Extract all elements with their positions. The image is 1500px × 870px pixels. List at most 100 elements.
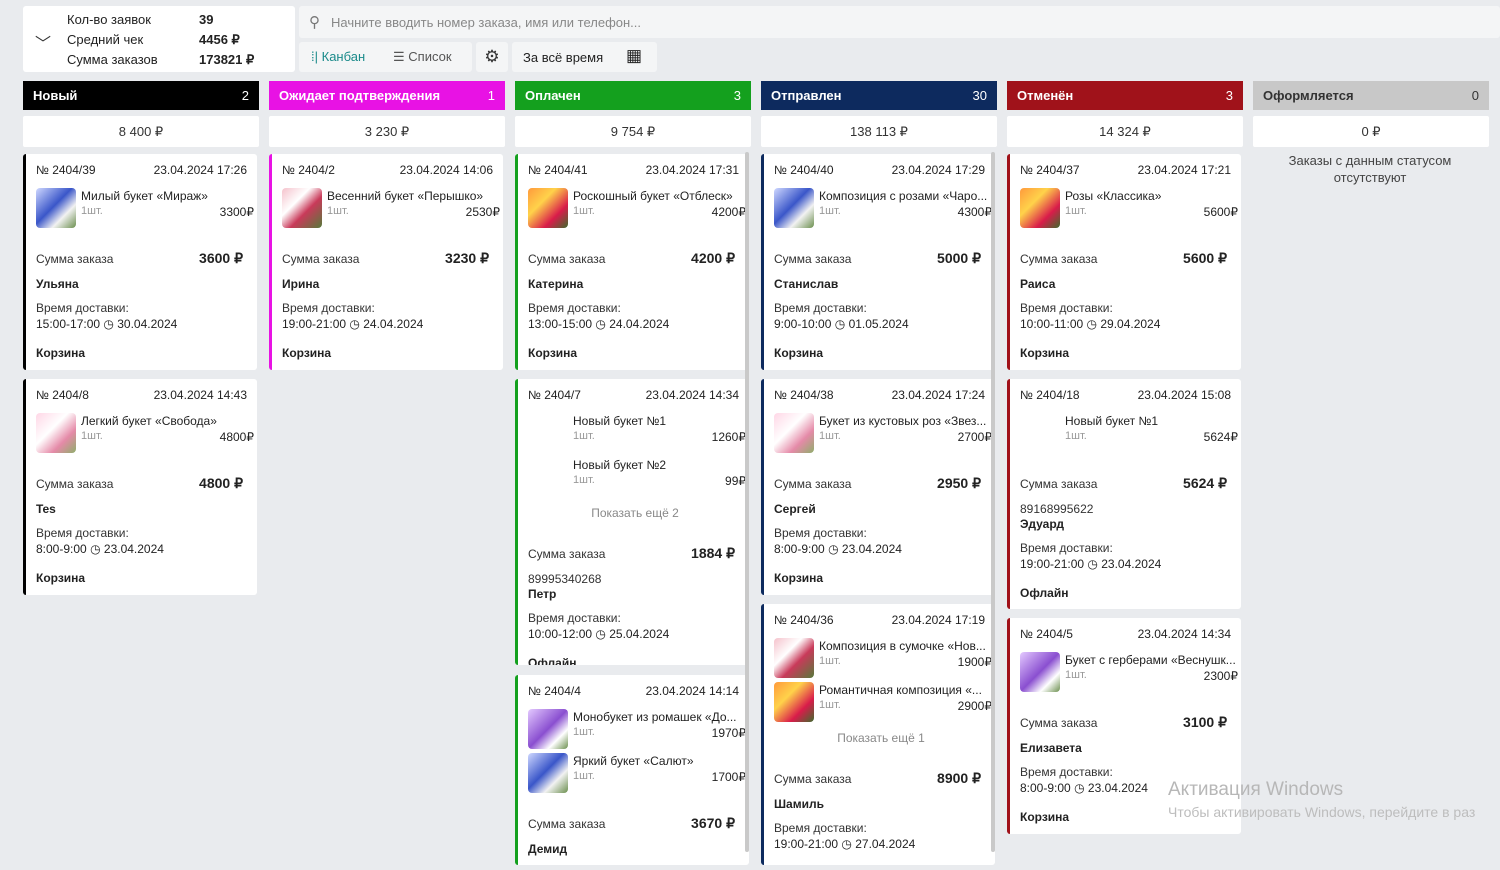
order-source: Корзина [528,346,578,360]
clock-icon: ◷ [841,837,852,851]
client-name: Раиса [1020,277,1056,291]
clock-icon: ◷ [828,542,839,556]
product-quantity: 1шт. [1065,205,1087,217]
product-thumbnail [528,188,568,228]
product-price: 4200₽ [711,205,746,219]
tab-kanban-label: Канбан [321,49,366,64]
product-name: Букет с герберами «Веснушк... [1065,653,1236,667]
product-quantity: 1шт. [573,430,595,442]
order-card[interactable]: № 2404/18 23.04.2024 15:08 Новый букет №1 1… [1007,379,1241,609]
order-card[interactable]: № 2404/4 23.04.2024 14:14 Монобукет из ром… [515,675,749,865]
client-name: Станислав [774,277,839,291]
order-card[interactable]: № 2404/2 23.04.2024 14:06 Весенний букет «… [269,154,503,370]
delivery-time: 8:00-9:00 ◷ 23.04.2024 [774,542,902,556]
delivery-time-range: 19:00-21:00 [774,837,839,851]
order-sum-label: Сумма заказа [36,477,114,491]
product-quantity: 1шт. [1065,430,1087,442]
product-thumbnail [1020,652,1060,692]
product-thumbnail [774,682,814,722]
order-sum-value: 8900 ₽ [937,770,981,786]
settings-button[interactable]: ⚙ [476,42,508,72]
product-thumbnail [282,188,322,228]
delivery-time: 9:00-10:00 ◷ 01.05.2024 [774,317,909,331]
show-more-link[interactable]: Показать ещё 1 [837,731,925,745]
order-sum-label: Сумма заказа [774,252,852,266]
column-header[interactable]: Отправлен 30 [761,81,997,110]
product-name: Новый букет №1 [1065,414,1159,428]
order-date: 23.04.2024 17:19 [891,613,985,627]
delivery-time-range: 8:00-9:00 [774,542,825,556]
order-sum-value: 3600 ₽ [199,250,243,266]
client-name: Ульяна [36,277,79,291]
delivery-time-range: 8:00-9:00 [36,542,87,556]
order-card[interactable]: № 2404/37 23.04.2024 17:21 Розы «Классика»… [1007,154,1241,370]
column-header[interactable]: Отменён 3 [1007,81,1243,110]
client-name: Шамиль [774,797,824,811]
delivery-label: Время доставки: [282,301,375,315]
order-item: Новый букет №2 1шт. 99₽ [528,457,746,497]
order-sum-label: Сумма заказа [528,252,606,266]
order-card[interactable]: № 2404/41 23.04.2024 17:31 Роскошный букет… [515,154,749,370]
delivery-date: 29.04.2024 [1100,317,1161,331]
order-card[interactable]: № 2404/38 23.04.2024 17:24 Букет из кустов… [761,379,995,595]
tab-list[interactable]: ☰ Список [393,49,452,65]
column-header[interactable]: Ожидает подтверждения 1 [269,81,505,110]
show-more-link[interactable]: Показать ещё 2 [591,506,679,520]
column-header[interactable]: Оформляется 0 [1253,81,1489,110]
search-input[interactable] [331,12,931,32]
column-header[interactable]: Новый 2 [23,81,259,110]
delivery-time: 10:00-11:00 ◷ 29.04.2024 [1020,317,1160,331]
product-thumbnail [528,709,568,749]
delivery-label: Время доставки: [36,526,129,540]
order-card[interactable]: № 2404/5 23.04.2024 14:34 Букет с герберам… [1007,618,1241,834]
product-thumbnail [36,188,76,228]
order-source: Корзина [36,571,86,585]
product-quantity: 1шт. [573,726,595,738]
order-date: 23.04.2024 17:24 [891,388,985,402]
product-quantity: 1шт. [81,205,103,217]
order-item: Розы «Классика» 1шт. 5600₽ [1020,188,1238,228]
order-card[interactable]: № 2404/40 23.04.2024 17:29 Композиция с ро… [761,154,995,370]
scrollbar-paid[interactable] [745,152,749,852]
tab-kanban[interactable]: ⁞| Канбан [311,49,365,64]
order-card[interactable]: № 2404/8 23.04.2024 14:43 Легкий букет «Св… [23,379,257,595]
product-name: Яркий букет «Салют» [573,754,694,768]
delivery-date: 23.04.2024 [1101,557,1162,571]
list-icon: ☰ [393,49,405,64]
column-header[interactable]: Оплачен 3 [515,81,751,110]
order-number: № 2404/36 [774,613,834,627]
search-bar: ⚲ [299,6,1500,38]
windows-activation-title: Активация Windows [1168,779,1344,800]
delivery-label: Время доставки: [528,611,621,625]
orders-count-value: 39 [199,12,214,27]
product-name: Монобукет из ромашек «До... [573,710,737,724]
order-card[interactable]: № 2404/39 23.04.2024 17:26 Милый букет «Ми… [23,154,257,370]
column-sum: 8 400 ₽ [23,116,259,147]
order-sum-label: Сумма заказа [774,477,852,491]
clock-icon: ◷ [595,627,606,641]
order-card[interactable]: № 2404/36 23.04.2024 17:19 Композиция в су… [761,604,995,865]
empty-column-message: Заказы с данным статусом отсутствуют [1288,153,1452,185]
period-selector[interactable]: За всё время ▦ [512,42,657,72]
product-quantity: 1шт. [573,474,595,486]
client-name: Сергей [774,502,816,516]
client-name: Елизавета [1020,741,1082,755]
product-price: 5600₽ [1203,205,1238,219]
order-card[interactable]: № 2404/7 23.04.2024 14:34 Новый букет №1 1ш… [515,379,749,665]
order-date: 23.04.2024 14:34 [1137,627,1231,641]
order-sum-value: 3670 ₽ [691,815,735,831]
tab-list-label: Список [408,49,452,64]
scrollbar-sent[interactable] [991,152,995,852]
order-number: № 2404/5 [1020,627,1073,641]
chevron-down-icon[interactable]: ﹀ [35,36,52,53]
delivery-date: 23.04.2024 [103,542,164,556]
product-price: 3300₽ [219,205,254,219]
product-thumbnail [528,753,568,793]
calendar-icon: ▦ [626,46,643,65]
order-date: 23.04.2024 17:31 [645,163,739,177]
delivery-time: 15:00-17:00 ◷ 30.04.2024 [36,317,177,331]
order-number: № 2404/2 [282,163,335,177]
column-sum: 138 113 ₽ [761,116,997,147]
average-check-value: 4456 ₽ [199,32,240,47]
delivery-date: 27.04.2024 [855,837,916,851]
